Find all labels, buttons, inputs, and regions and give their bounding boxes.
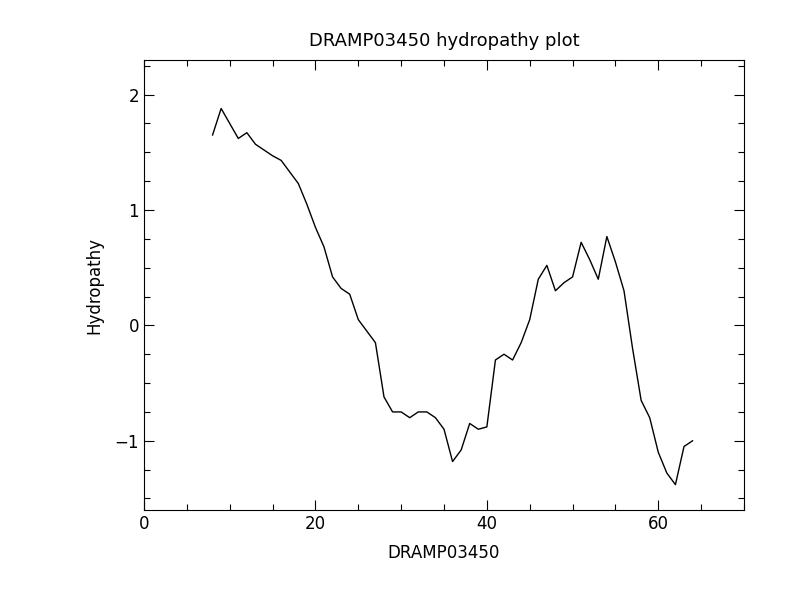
Title: DRAMP03450 hydropathy plot: DRAMP03450 hydropathy plot <box>309 32 579 50</box>
Y-axis label: Hydropathy: Hydropathy <box>86 236 103 334</box>
X-axis label: DRAMP03450: DRAMP03450 <box>388 544 500 562</box>
